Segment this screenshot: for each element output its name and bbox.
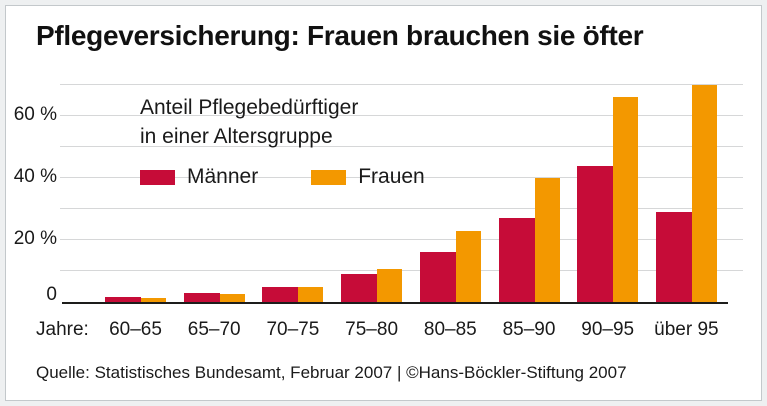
x-label-60-65: 60–65 <box>109 319 162 340</box>
y-tick-20: 20 % <box>13 228 57 249</box>
x-label-85-90: 85–90 <box>502 319 556 340</box>
y-tick-60: 60 % <box>13 104 57 125</box>
y-tick-0: 0 <box>46 284 57 305</box>
bar-maenner--ber-95 <box>655 212 692 302</box>
bar-maenner-65-70 <box>183 292 220 302</box>
gridline-30-percent <box>60 208 743 209</box>
bar-maenner-85-90 <box>498 218 535 302</box>
bar-frauen-65-70 <box>219 294 245 302</box>
bar-frauen-70-75 <box>298 286 324 302</box>
legend-title-line2: in einer Altersgruppe <box>140 125 333 148</box>
plot-area: Anteil Pflegebedürftiger in einer Alters… <box>60 84 743 304</box>
bar-maenner-70-75 <box>262 286 299 302</box>
gridline-20-percent <box>60 239 743 240</box>
legend-swatch-frauen <box>311 169 347 185</box>
legend-label-frauen: Frauen <box>358 165 425 188</box>
bar-maenner-90-95 <box>577 165 614 302</box>
bar-frauen-75-80 <box>377 269 403 302</box>
x-axis-line <box>62 301 728 304</box>
bar-frauen--ber-95 <box>691 85 717 302</box>
gridline-40-percent <box>60 177 743 178</box>
bar-frauen-80-85 <box>455 230 481 302</box>
bar-frauen-85-90 <box>534 178 560 302</box>
gridline-50-percent <box>60 146 743 147</box>
bar-maenner-80-85 <box>419 252 456 302</box>
x-axis-prefix-label: Jahre: <box>36 319 89 340</box>
legend-title-line1: Anteil Pflegebedürftiger <box>140 96 359 119</box>
legend-item-maenner: Männer <box>140 165 258 189</box>
legend-swatch-maenner <box>140 169 175 185</box>
x-label-65-70: 65–70 <box>187 319 241 340</box>
gridline-60-percent <box>60 115 743 116</box>
legend: Anteil Pflegebedürftiger in einer Alters… <box>140 93 470 189</box>
bar-maenner-75-80 <box>341 274 378 302</box>
legend-items: Männer Frauen <box>140 165 470 189</box>
gridline-70-percent <box>60 84 743 85</box>
y-tick-40: 40 % <box>13 166 57 187</box>
source-caption: Quelle: Statistisches Bundesamt, Februar… <box>36 363 627 382</box>
bar-maenner-60-65 <box>105 297 141 302</box>
bar-frauen-90-95 <box>613 97 639 302</box>
x-label--ber-95: über 95 <box>654 319 719 340</box>
legend-label-maenner: Männer <box>187 165 259 188</box>
x-label-75-80: 75–80 <box>345 319 399 340</box>
bar-frauen-60-65 <box>141 298 166 302</box>
x-label-90-95: 90–95 <box>581 319 635 340</box>
x-label-80-85: 80–85 <box>423 319 477 340</box>
legend-item-frauen: Frauen <box>311 165 425 189</box>
chart-title: Pflegeversicherung: Frauen brauchen sie … <box>36 20 644 51</box>
x-label-70-75: 70–75 <box>266 319 320 340</box>
